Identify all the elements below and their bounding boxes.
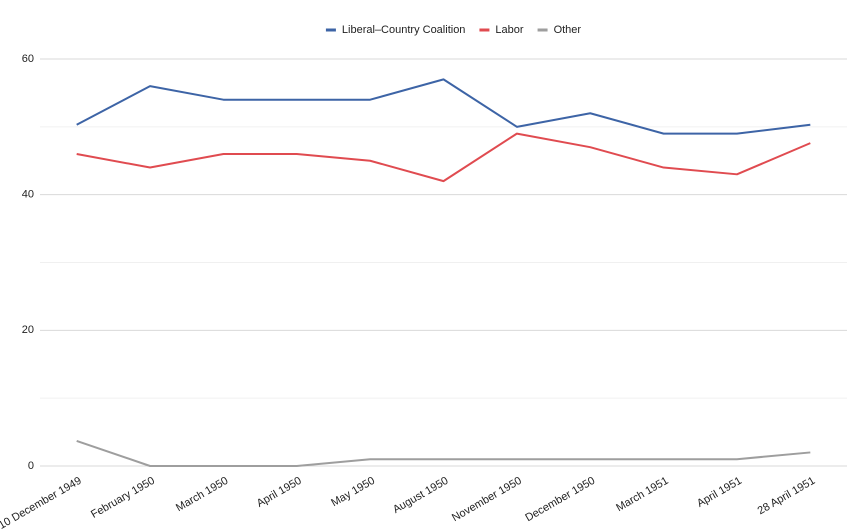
x-tick-label: February 1950 [89,475,157,521]
y-tick-label: 40 [22,189,34,201]
x-tick-label: 28 April 1951 [756,475,818,518]
x-tick-label: May 1950 [329,475,377,510]
x-tick-label: December 1950 [523,475,597,525]
legend: Liberal–Country Coalition Labor Other [325,24,582,36]
x-tick-label: March 1951 [614,475,670,514]
series-line [76,132,811,183]
x-tick-label: 10 December 1949 [0,475,84,529]
legend-label: Labor [495,24,523,36]
series-line [76,439,811,467]
y-tick-label: 0 [28,460,34,472]
x-tick-label: March 1950 [174,475,230,514]
x-tick-label: November 1950 [450,475,524,525]
y-tick-label: 60 [22,53,34,65]
legend-label: Other [554,24,582,36]
y-tick-label: 20 [22,324,34,336]
legend-label: Liberal–Country Coalition [342,24,466,36]
x-tick-label: August 1950 [391,475,451,516]
x-tick-label: April 1950 [255,475,304,510]
series-line [76,78,811,135]
x-tick-label: April 1951 [695,475,744,510]
